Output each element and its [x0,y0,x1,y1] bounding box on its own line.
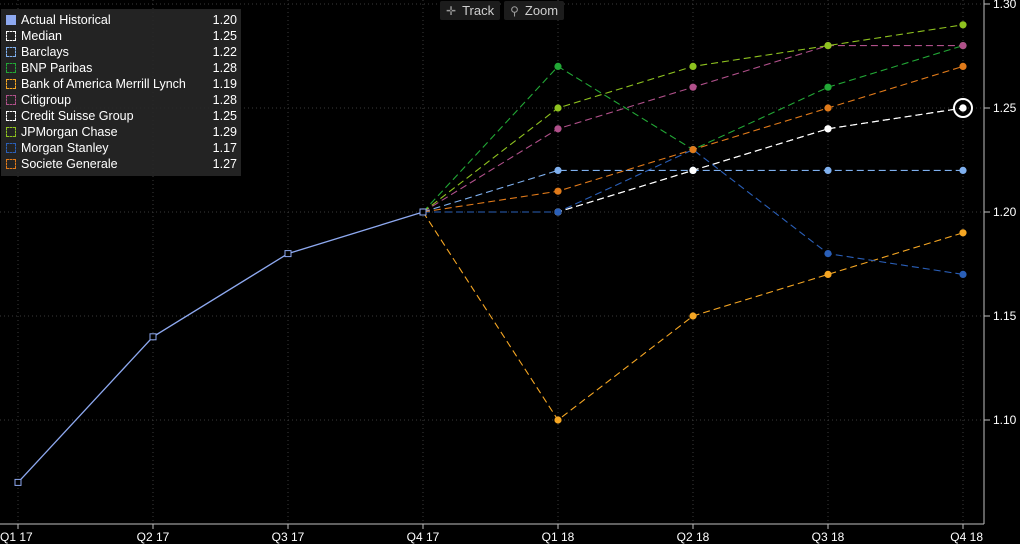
data-point-marker [554,125,562,133]
legend-item[interactable]: Median 1.25 [1,28,241,44]
x-tick-label: Q1 18 [542,530,575,544]
legend-value: 1.19 [212,77,237,91]
x-tick-label: Q1 17 [0,530,33,544]
data-point-marker [959,104,967,112]
legend-value: 1.28 [212,61,237,75]
legend-item[interactable]: Bank of America Merrill Lynch 1.19 [1,76,241,92]
data-point-marker [824,125,832,133]
data-point-marker [824,250,832,258]
legend-item[interactable]: Barclays 1.22 [1,44,241,60]
legend-swatch [6,47,16,57]
data-point-marker [554,62,562,70]
legend-swatch [6,127,16,137]
y-tick-label: 1.25 [993,101,1017,115]
data-point-marker [959,62,967,70]
x-tick-label: Q4 18 [950,530,983,544]
legend-value: 1.17 [212,141,237,155]
legend: Actual Historical 1.20 Median 1.25 Barclays 1… [1,9,241,176]
legend-item[interactable]: Actual Historical 1.20 [1,12,241,28]
magnifier-icon: ⚲ [510,3,519,18]
track-button[interactable]: ✛ Track [440,1,501,20]
data-point-marker [554,166,562,174]
data-point-marker [554,208,562,216]
legend-item[interactable]: Morgan Stanley 1.17 [1,140,241,156]
legend-label: Median [21,29,62,43]
legend-item[interactable]: BNP Paribas 1.28 [1,60,241,76]
legend-swatch [6,143,16,153]
crosshair-icon: ✛ [446,3,457,18]
x-tick-label: Q2 17 [137,530,170,544]
data-point-marker [824,83,832,91]
data-point-marker [689,146,697,154]
data-point-marker [824,166,832,174]
series-line [17,211,424,483]
legend-swatch [6,79,16,89]
y-tick-label: 1.10 [993,413,1017,427]
legend-label: Bank of America Merrill Lynch [21,77,186,91]
legend-label: JPMorgan Chase [21,125,118,139]
data-point-marker [959,42,967,50]
track-label: Track [462,3,495,18]
data-point-marker [959,270,967,278]
data-point-marker [554,416,562,424]
legend-swatch [6,15,16,25]
legend-item[interactable]: JPMorgan Chase 1.29 [1,124,241,140]
legend-label: Credit Suisse Group [21,109,134,123]
data-point-marker [419,208,427,216]
x-tick-label: Q2 18 [677,530,710,544]
data-point-marker [689,62,697,70]
legend-swatch [6,63,16,73]
y-tick-label: 1.30 [993,0,1017,11]
data-point-marker [554,187,562,195]
data-point-marker [824,270,832,278]
y-tick-label: 1.20 [993,205,1017,219]
data-point-marker [689,166,697,174]
chart-toolbar: ✛ Track ⚲ Zoom [440,1,565,20]
legend-label: Actual Historical [21,13,111,27]
legend-swatch [6,159,16,169]
x-tick-label: Q3 18 [812,530,845,544]
legend-value: 1.27 [212,157,237,171]
data-point-marker [554,104,562,112]
y-tick-label: 1.15 [993,309,1017,323]
legend-swatch [6,95,16,105]
crosshair-highlight-ring [953,98,973,118]
data-point-marker [959,21,967,29]
legend-value: 1.28 [212,93,237,107]
data-point-marker [959,166,967,174]
legend-swatch [6,31,16,41]
data-point-marker [689,312,697,320]
zoom-label: Zoom [524,3,559,18]
legend-value: 1.20 [212,13,237,27]
legend-item[interactable]: Citigroup 1.28 [1,92,241,108]
zoom-button[interactable]: ⚲ Zoom [504,1,565,20]
legend-value: 1.25 [212,109,237,123]
data-point-marker [14,478,22,486]
legend-value: 1.29 [212,125,237,139]
legend-label: Societe Generale [21,157,118,171]
x-tick-label: Q3 17 [272,530,305,544]
legend-item[interactable]: Societe Generale 1.27 [1,156,241,172]
legend-label: Morgan Stanley [21,141,109,155]
legend-swatch [6,111,16,121]
x-tick-label: Q4 17 [407,530,440,544]
legend-item[interactable]: Credit Suisse Group 1.25 [1,108,241,124]
data-point-marker [149,333,157,341]
series-line [423,148,964,275]
data-point-marker [959,229,967,237]
data-point-marker [689,83,697,91]
data-point-marker [284,250,292,258]
legend-label: Citigroup [21,93,72,107]
data-point-marker [824,104,832,112]
legend-value: 1.22 [212,45,237,59]
data-point-marker [824,42,832,50]
legend-label: BNP Paribas [21,61,93,75]
legend-label: Barclays [21,45,69,59]
legend-value: 1.25 [212,29,237,43]
